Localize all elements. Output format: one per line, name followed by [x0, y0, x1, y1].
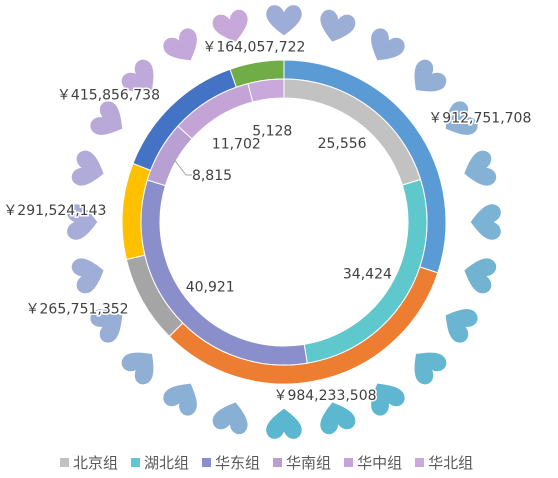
legend-item: 湖北组	[131, 452, 189, 473]
outer-data-labels: ￥912,751,708 ￥984,233,508 ￥265,751,352 ￥291…	[2, 38, 533, 406]
heart-decoration-ring	[67, 5, 501, 439]
outer-data-label: ￥291,524,143	[3, 203, 106, 219]
heart-icon	[71, 258, 104, 294]
heart-icon	[67, 204, 98, 240]
heart-icon	[470, 204, 501, 240]
heart-icon	[320, 9, 356, 42]
heart-icon	[371, 28, 405, 61]
legend-swatch	[273, 458, 283, 467]
legend-swatch	[131, 458, 141, 467]
legend-label: 华南组	[286, 454, 332, 472]
inner-ring-segment-6	[247, 78, 285, 103]
inner-data-label: 25,556	[318, 136, 367, 152]
heart-icon	[212, 402, 248, 435]
legend-swatch	[60, 458, 69, 467]
heart-icon	[266, 408, 302, 439]
inner-data-label: 5,128	[252, 124, 292, 140]
legend-label: 北京组	[73, 454, 119, 472]
legend-item: 华北组	[415, 452, 473, 473]
heart-icon	[464, 150, 497, 186]
heart-icon	[71, 150, 104, 186]
legend-item: 华中组	[344, 452, 402, 473]
legend-item: 华南组	[273, 452, 331, 473]
heart-icon	[121, 352, 154, 385]
legend-label: 华北组	[428, 454, 474, 472]
inner-data-label: 40,921	[186, 280, 235, 296]
outer-data-label: ￥265,751,352	[26, 302, 129, 318]
legend-item: 华东组	[202, 452, 260, 473]
legend-label: 华中组	[357, 454, 403, 472]
heart-icon	[163, 28, 197, 61]
heart-icon	[371, 383, 405, 416]
legend-swatch	[344, 458, 354, 467]
inner-ring-segment-3	[140, 179, 308, 366]
legend: 北京组 湖北组 华东组 华南组 华中组 华北组	[60, 452, 473, 473]
legend-label: 华东组	[215, 454, 261, 472]
outer-ring	[121, 59, 447, 385]
outer-data-label: ￥984,233,508	[273, 388, 376, 404]
heart-icon	[121, 59, 154, 92]
heart-icon	[212, 9, 248, 42]
legend-swatch	[202, 458, 212, 467]
leader-line	[174, 159, 192, 176]
heart-icon	[445, 101, 478, 135]
heart-icon	[163, 383, 197, 416]
inner-data-label: 11,702	[212, 136, 261, 152]
heart-icon	[445, 309, 478, 343]
inner-data-label: 8,815	[192, 168, 232, 184]
inner-data-label: 34,424	[343, 266, 392, 282]
heart-icon	[414, 352, 447, 385]
heart-icon	[90, 101, 123, 135]
heart-icon	[414, 59, 447, 92]
outer-data-label: ￥912,751,708	[428, 111, 531, 127]
heart-icon	[90, 309, 123, 343]
outer-data-label: ￥415,856,738	[57, 87, 160, 103]
legend-item: 北京组	[60, 452, 118, 473]
heart-icon	[320, 402, 356, 435]
heart-icon	[464, 258, 497, 294]
heart-icon	[266, 5, 302, 36]
legend-swatch	[415, 458, 425, 467]
outer-data-label: ￥164,057,722	[202, 40, 305, 56]
inner-ring	[140, 78, 428, 366]
legend-label: 湖北组	[144, 454, 190, 472]
